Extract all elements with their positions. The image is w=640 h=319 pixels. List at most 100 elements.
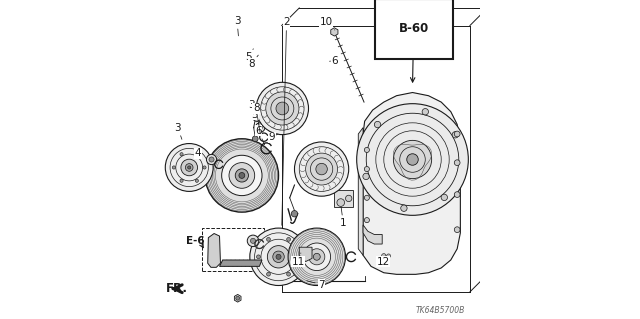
Circle shape [407, 154, 419, 165]
Circle shape [258, 125, 262, 130]
Circle shape [314, 253, 320, 260]
Circle shape [337, 199, 344, 206]
Circle shape [276, 254, 281, 259]
Text: 3: 3 [234, 16, 241, 36]
Circle shape [267, 272, 270, 276]
Bar [381, 250, 392, 260]
Text: B-60: B-60 [399, 22, 429, 35]
Circle shape [364, 147, 369, 152]
Circle shape [316, 163, 327, 175]
Text: 7: 7 [307, 279, 325, 290]
Circle shape [454, 131, 460, 137]
Circle shape [205, 139, 278, 212]
Circle shape [266, 92, 299, 125]
Circle shape [454, 160, 460, 166]
Polygon shape [358, 128, 363, 255]
Circle shape [297, 255, 301, 259]
Circle shape [236, 169, 248, 182]
Polygon shape [363, 225, 382, 244]
Text: E-6: E-6 [186, 236, 204, 246]
Circle shape [291, 211, 298, 217]
Circle shape [364, 195, 369, 200]
Circle shape [256, 82, 308, 135]
Circle shape [165, 144, 213, 191]
Circle shape [247, 235, 259, 247]
Circle shape [363, 173, 369, 180]
Circle shape [303, 243, 331, 271]
Text: 8: 8 [248, 55, 259, 69]
Circle shape [287, 237, 291, 241]
Text: 3: 3 [248, 100, 255, 115]
Polygon shape [234, 294, 241, 302]
Circle shape [276, 102, 289, 115]
Circle shape [387, 254, 390, 258]
Circle shape [221, 155, 262, 196]
Polygon shape [253, 114, 260, 122]
Circle shape [401, 205, 407, 211]
Text: 12: 12 [376, 256, 390, 267]
Text: FR.: FR. [166, 282, 188, 295]
Circle shape [268, 246, 290, 268]
Circle shape [252, 136, 258, 142]
Circle shape [180, 152, 183, 156]
Polygon shape [220, 260, 262, 266]
Circle shape [257, 255, 260, 259]
Circle shape [394, 140, 431, 179]
Circle shape [188, 166, 191, 169]
Text: TK64B5700B: TK64B5700B [416, 306, 465, 315]
Circle shape [181, 159, 198, 176]
Bar [202, 228, 264, 271]
Text: 10: 10 [320, 17, 335, 30]
Bar [334, 190, 353, 207]
Circle shape [374, 121, 381, 128]
Circle shape [364, 167, 369, 172]
Circle shape [195, 179, 198, 182]
Circle shape [422, 108, 429, 115]
Text: 6: 6 [330, 56, 338, 66]
Polygon shape [208, 234, 220, 267]
Circle shape [186, 164, 193, 171]
Polygon shape [300, 247, 312, 262]
Circle shape [441, 194, 447, 201]
Circle shape [236, 296, 239, 300]
Circle shape [180, 179, 183, 182]
Circle shape [255, 123, 265, 132]
Text: 3: 3 [175, 122, 182, 139]
Text: 4: 4 [195, 148, 202, 158]
Circle shape [454, 192, 460, 197]
Circle shape [364, 218, 369, 223]
Circle shape [195, 152, 198, 156]
Polygon shape [363, 93, 460, 274]
Text: 8: 8 [253, 103, 260, 133]
Circle shape [250, 228, 307, 286]
Circle shape [306, 153, 337, 185]
Circle shape [308, 249, 325, 265]
Text: 9: 9 [269, 132, 278, 142]
Circle shape [346, 195, 352, 202]
Circle shape [287, 272, 291, 276]
Circle shape [172, 166, 175, 169]
Circle shape [239, 173, 244, 178]
Text: 1: 1 [340, 207, 347, 228]
Circle shape [250, 238, 255, 243]
Text: 2: 2 [282, 17, 290, 225]
Circle shape [229, 163, 255, 188]
Circle shape [207, 154, 217, 165]
Circle shape [381, 254, 386, 258]
Circle shape [356, 104, 468, 215]
Polygon shape [331, 28, 338, 36]
Circle shape [273, 251, 284, 263]
Text: 5: 5 [252, 110, 259, 124]
Circle shape [294, 142, 349, 196]
Circle shape [209, 157, 214, 162]
Text: 11: 11 [292, 253, 305, 267]
Circle shape [267, 237, 270, 241]
Text: 6: 6 [255, 126, 265, 145]
Circle shape [255, 116, 259, 120]
Circle shape [454, 227, 460, 233]
Bar [363, 163, 369, 182]
Circle shape [288, 228, 346, 286]
Text: 5: 5 [245, 49, 253, 63]
Circle shape [203, 166, 206, 169]
Circle shape [452, 132, 458, 138]
